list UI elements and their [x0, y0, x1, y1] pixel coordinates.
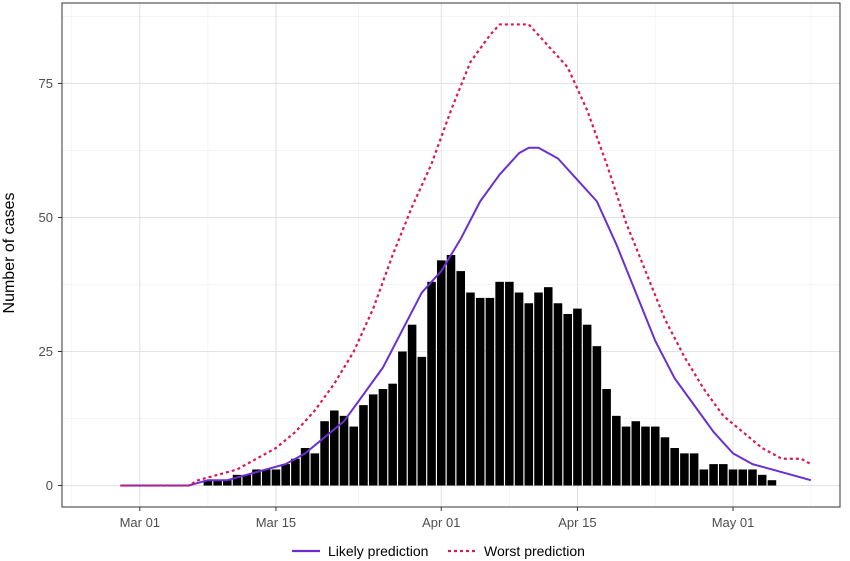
x-tick-label: Apr 01: [422, 515, 460, 530]
y-axis-title: Number of cases: [1, 193, 18, 314]
x-axis-ticks: Mar 01 Mar 15 Apr 01 Apr 15 May 01: [120, 507, 755, 530]
y-axis-ticks: 0 25 50 75: [39, 76, 62, 493]
legend-label-worst: Worst prediction: [484, 543, 585, 559]
case-bar: [689, 453, 699, 486]
case-bar: [339, 415, 349, 486]
case-bar: [378, 389, 388, 486]
y-tick-label: 75: [39, 76, 53, 91]
case-bar: [621, 426, 631, 486]
case-bar: [767, 480, 777, 486]
case-bar: [417, 356, 427, 486]
case-bar: [466, 292, 475, 486]
y-tick-label: 0: [46, 478, 53, 493]
case-bar: [300, 448, 310, 486]
case-bar: [495, 281, 504, 486]
case-bar: [514, 292, 524, 486]
case-bar: [427, 281, 436, 486]
case-bar: [670, 448, 679, 486]
x-tick-label: Apr 15: [558, 515, 596, 530]
case-bar: [310, 453, 320, 486]
case-bar: [612, 415, 621, 486]
case-bar: [699, 469, 709, 486]
case-bar: [475, 297, 485, 486]
case-bar: [728, 469, 738, 486]
case-bar: [203, 480, 213, 486]
case-bar: [748, 469, 757, 486]
case-bar: [757, 474, 767, 486]
case-bar: [680, 453, 689, 486]
case-bar: [368, 394, 378, 486]
case-bar: [407, 324, 417, 486]
y-tick-label: 25: [39, 344, 53, 359]
case-bar: [252, 469, 261, 486]
case-bar: [281, 464, 290, 486]
case-bar: [738, 469, 748, 486]
case-bar: [223, 480, 232, 486]
case-bar: [349, 426, 359, 486]
x-tick-label: May 01: [712, 515, 755, 530]
x-tick-label: Mar 15: [256, 515, 296, 530]
case-bar: [330, 410, 339, 486]
case-bar: [398, 351, 407, 486]
panel-border: [61, 2, 841, 508]
case-bar: [592, 346, 602, 486]
case-bar: [631, 421, 641, 486]
case-bar: [660, 437, 670, 486]
legend: Likely prediction Worst prediction: [292, 543, 585, 559]
y-tick-label: 50: [39, 210, 53, 225]
legend-label-likely: Likely prediction: [328, 543, 428, 559]
case-bar: [573, 308, 582, 486]
case-bar: [505, 281, 514, 486]
likely-prediction-line: [120, 146, 812, 487]
case-bar: [388, 383, 397, 486]
case-bar: [485, 297, 495, 486]
case-bar: [534, 292, 543, 486]
case-bar: [641, 426, 650, 486]
case-bar: [242, 474, 252, 486]
case-bar: [261, 469, 271, 486]
case-bar: [709, 464, 718, 486]
case-bar: [291, 458, 300, 486]
worst-prediction-line: [120, 23, 812, 487]
case-bar: [719, 464, 728, 486]
case-bar: [650, 426, 660, 486]
case-bar: [437, 260, 446, 486]
case-bar: [602, 389, 611, 486]
case-bar: [359, 405, 368, 486]
case-bar: [320, 421, 329, 486]
case-bar: [563, 313, 572, 486]
case-bar: [582, 324, 592, 486]
case-bar: [271, 469, 281, 486]
case-bar: [456, 271, 466, 486]
prediction-lines: [120, 23, 812, 487]
case-bar: [524, 303, 534, 486]
x-tick-label: Mar 01: [120, 515, 160, 530]
case-bar: [446, 255, 456, 486]
case-bar: [232, 474, 242, 486]
case-bar: [213, 480, 222, 486]
bars-group: [203, 255, 777, 486]
case-bar: [553, 303, 563, 486]
case-bar: [543, 287, 553, 486]
